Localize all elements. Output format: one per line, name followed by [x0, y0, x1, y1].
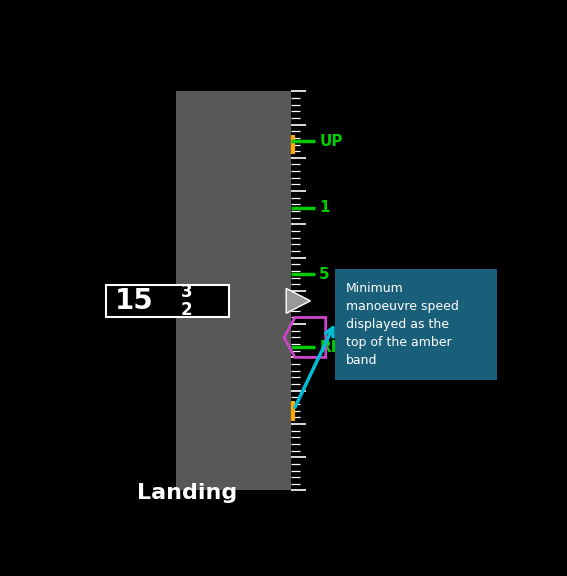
Text: Minimum
manoeuvre speed
displayed as the
top of the amber
band: Minimum manoeuvre speed displayed as the… [345, 282, 458, 367]
Bar [176, 92, 290, 491]
Polygon shape [286, 289, 310, 313]
Text: 1: 1 [319, 200, 329, 215]
Text: Landing: Landing [137, 483, 237, 503]
Text: UP: UP [319, 134, 342, 149]
Text: 15: 15 [115, 287, 154, 315]
Bar [335, 268, 497, 380]
Text: REF: REF [319, 340, 352, 355]
Text: 5: 5 [319, 267, 330, 282]
Bar [106, 285, 229, 317]
Text: 3: 3 [181, 283, 192, 301]
Text: 2: 2 [181, 301, 192, 319]
